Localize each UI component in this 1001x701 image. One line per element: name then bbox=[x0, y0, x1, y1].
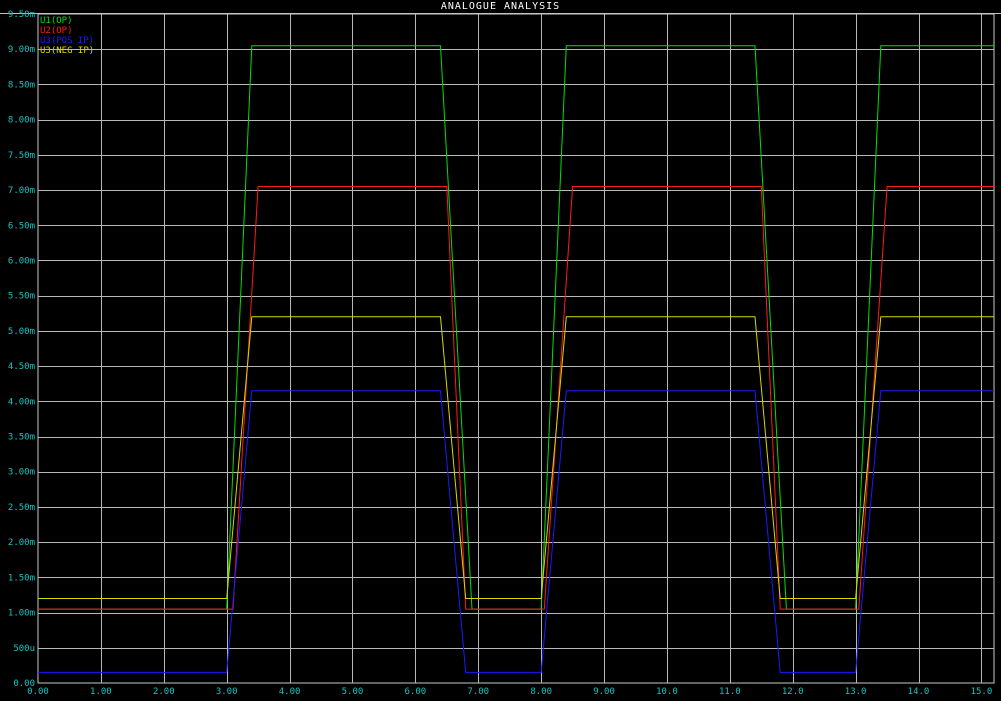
legend-entry: U3(POS IP) bbox=[40, 36, 94, 46]
y-tick-label: 6.00m bbox=[8, 256, 35, 266]
x-tick-label: 3.00 bbox=[216, 687, 238, 697]
y-tick-label: 9.50m bbox=[8, 10, 35, 20]
y-tick-label: 4.00m bbox=[8, 397, 35, 407]
x-tick-label: 12.0 bbox=[782, 687, 804, 697]
y-tick-label: 3.50m bbox=[8, 433, 35, 443]
x-tick-label: 15.0 bbox=[971, 687, 993, 697]
x-tick-label: 2.00 bbox=[153, 687, 175, 697]
x-tick-label: 0.00 bbox=[27, 687, 49, 697]
x-tick-label: 8.00 bbox=[530, 687, 552, 697]
series-line-u3-pos-ip bbox=[38, 390, 994, 673]
y-tick-label: 2.00m bbox=[8, 538, 35, 548]
legend-entry: U1(OP) bbox=[40, 16, 73, 26]
series-line-u3-neg-ip bbox=[38, 316, 994, 599]
y-tick-label: 1.00m bbox=[8, 609, 35, 619]
y-tick-label: 0.00 bbox=[13, 679, 35, 689]
x-tick-label: 9.00 bbox=[593, 687, 615, 697]
x-tick-label: 7.00 bbox=[467, 687, 489, 697]
legend-entry: U3(NEG IP) bbox=[40, 46, 94, 56]
y-tick-label: 8.50m bbox=[8, 80, 35, 90]
x-tick-label: 6.00 bbox=[405, 687, 427, 697]
y-tick-label: 7.50m bbox=[8, 151, 35, 161]
plot-frame bbox=[37, 13, 995, 684]
x-tick-label: 14.0 bbox=[908, 687, 930, 697]
y-tick-label: 8.00m bbox=[8, 116, 35, 126]
y-tick-label: 4.50m bbox=[8, 362, 35, 372]
x-tick-label: 13.0 bbox=[845, 687, 867, 697]
y-tick-label: 9.00m bbox=[8, 45, 35, 55]
y-tick-label: 3.00m bbox=[8, 468, 35, 478]
series-line-u1-op bbox=[38, 45, 994, 610]
x-tick-label: 5.00 bbox=[342, 687, 364, 697]
y-tick-label: 5.50m bbox=[8, 292, 35, 302]
x-tick-label: 11.0 bbox=[719, 687, 741, 697]
y-tick-label: 6.50m bbox=[8, 221, 35, 231]
legend-entry: U2(OP) bbox=[40, 26, 73, 36]
y-tick-label: 5.00m bbox=[8, 327, 35, 337]
x-tick-label: 1.00 bbox=[90, 687, 112, 697]
x-tick-label: 10.0 bbox=[656, 687, 678, 697]
y-tick-label: 7.00m bbox=[8, 186, 35, 196]
y-tick-label: 500u bbox=[13, 644, 35, 654]
y-tick-label: 1.50m bbox=[8, 573, 35, 583]
series-line-u2-op bbox=[38, 186, 994, 610]
y-tick-label: 2.50m bbox=[8, 503, 35, 513]
graph-title: ANALOGUE ANALYSIS bbox=[440, 1, 561, 12]
x-tick-label: 4.00 bbox=[279, 687, 301, 697]
